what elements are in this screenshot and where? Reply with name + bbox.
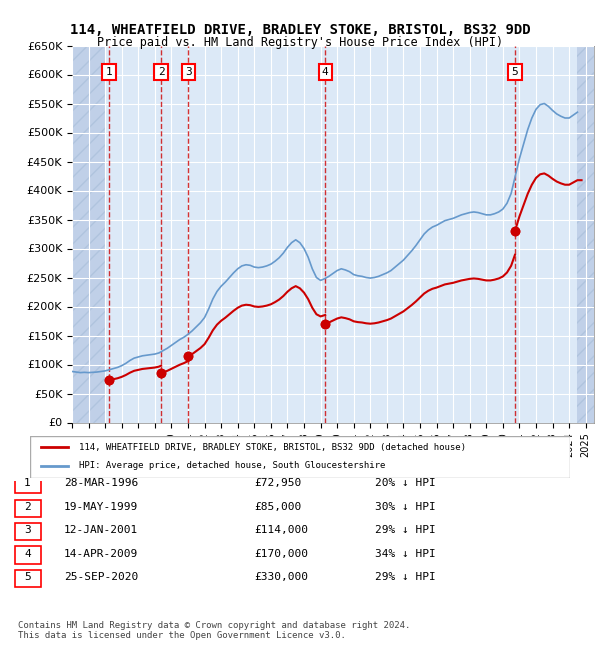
Text: £85,000: £85,000 [254, 502, 301, 512]
FancyBboxPatch shape [15, 499, 41, 517]
Text: HPI: Average price, detached house, South Gloucestershire: HPI: Average price, detached house, Sout… [79, 462, 385, 471]
Text: 12-JAN-2001: 12-JAN-2001 [64, 525, 138, 536]
Text: 3: 3 [24, 525, 31, 536]
Text: 25-SEP-2020: 25-SEP-2020 [64, 573, 138, 582]
Text: 19-MAY-1999: 19-MAY-1999 [64, 502, 138, 512]
Text: £72,950: £72,950 [254, 478, 301, 488]
FancyBboxPatch shape [30, 436, 570, 478]
Text: 20% ↓ HPI: 20% ↓ HPI [375, 478, 436, 488]
Text: 29% ↓ HPI: 29% ↓ HPI [375, 525, 436, 536]
Text: 4: 4 [24, 549, 31, 559]
FancyBboxPatch shape [15, 523, 41, 540]
Text: 29% ↓ HPI: 29% ↓ HPI [375, 573, 436, 582]
Text: 5: 5 [24, 573, 31, 582]
Text: 1: 1 [106, 67, 112, 77]
Text: £114,000: £114,000 [254, 525, 308, 536]
Text: 30% ↓ HPI: 30% ↓ HPI [375, 502, 436, 512]
Text: 4: 4 [322, 67, 329, 77]
Text: Price paid vs. HM Land Registry's House Price Index (HPI): Price paid vs. HM Land Registry's House … [97, 36, 503, 49]
Text: 28-MAR-1996: 28-MAR-1996 [64, 478, 138, 488]
Text: £330,000: £330,000 [254, 573, 308, 582]
FancyBboxPatch shape [15, 547, 41, 564]
Text: 3: 3 [185, 67, 192, 77]
Text: 2: 2 [158, 67, 164, 77]
FancyBboxPatch shape [15, 476, 41, 493]
Text: 2: 2 [24, 502, 31, 512]
Text: 5: 5 [512, 67, 518, 77]
Text: 114, WHEATFIELD DRIVE, BRADLEY STOKE, BRISTOL, BS32 9DD (detached house): 114, WHEATFIELD DRIVE, BRADLEY STOKE, BR… [79, 443, 466, 452]
Bar [72, 46, 105, 423]
Text: 114, WHEATFIELD DRIVE, BRADLEY STOKE, BRISTOL, BS32 9DD: 114, WHEATFIELD DRIVE, BRADLEY STOKE, BR… [70, 23, 530, 37]
Text: 14-APR-2009: 14-APR-2009 [64, 549, 138, 559]
Text: £170,000: £170,000 [254, 549, 308, 559]
Text: 34% ↓ HPI: 34% ↓ HPI [375, 549, 436, 559]
Text: Contains HM Land Registry data © Crown copyright and database right 2024.
This d: Contains HM Land Registry data © Crown c… [18, 621, 410, 640]
Bar [577, 46, 594, 423]
Text: 1: 1 [24, 478, 31, 488]
FancyBboxPatch shape [15, 570, 41, 587]
